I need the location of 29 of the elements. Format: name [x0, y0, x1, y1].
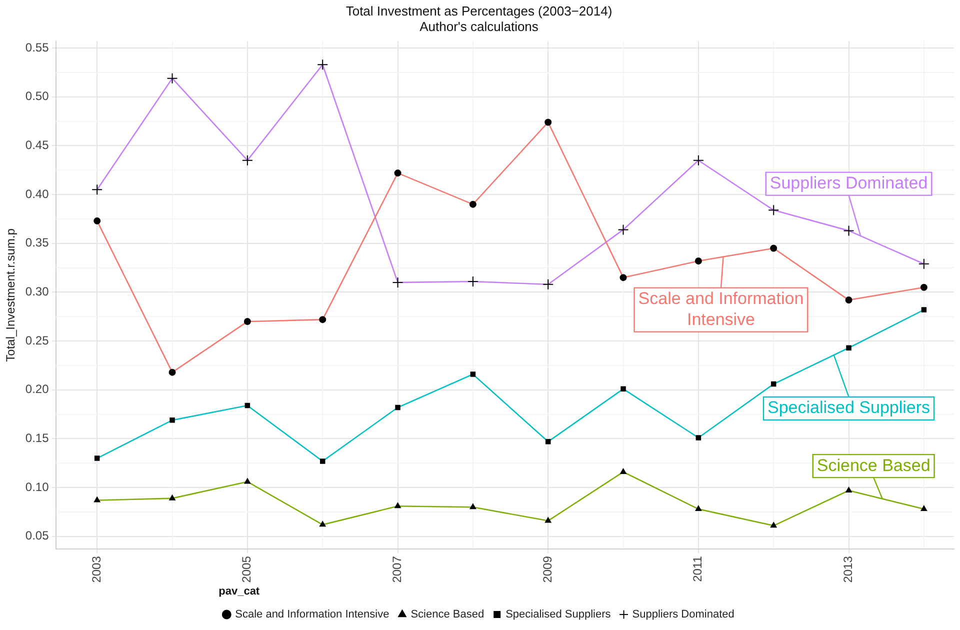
- x-tick-label: 2009: [540, 556, 554, 583]
- legend-title: pav_cat: [218, 585, 260, 598]
- y-tick-label: 0.35: [25, 236, 50, 250]
- legend-label: Suppliers Dominated: [632, 608, 734, 621]
- x-tick-label: 2007: [390, 556, 404, 583]
- text: Science Based: [816, 456, 930, 475]
- y-tick-label: 0.40: [25, 186, 50, 201]
- legend-label: Scale and Information Intensive: [235, 608, 390, 621]
- y-tick-label: 0.55: [25, 40, 50, 54]
- legend-label: Science Based: [410, 608, 484, 621]
- y-tick-label: 0.25: [25, 333, 50, 348]
- y-tick-label: 0.10: [25, 480, 50, 494]
- y-tick-label: 0.50: [25, 89, 50, 104]
- y-tick-label: 0.05: [25, 528, 50, 543]
- x-tick-label: 2013: [841, 556, 856, 583]
- y-tick-label: 0.30: [25, 284, 50, 299]
- x-tick-label: 2011: [690, 556, 705, 582]
- y-tick-label: 0.20: [25, 382, 50, 396]
- chart-title: Total Investment as Percentages (2003−2014): [346, 3, 612, 18]
- x-tick-label: 2003: [89, 556, 104, 583]
- text: Scale and Information Intensive: [638, 288, 804, 329]
- y-tick-label: 0.45: [25, 138, 50, 152]
- chart-subtitle: Author's calculations: [420, 18, 539, 34]
- text: Suppliers Dominated: [770, 173, 928, 192]
- y-tick-label: 0.15: [25, 431, 50, 446]
- x-tick-label: 2005: [240, 556, 254, 583]
- text: Specialised Suppliers: [767, 398, 930, 418]
- legend-label: Specialised Suppliers: [506, 608, 612, 621]
- y-axis-title: Total_Investment.r.sum.p: [4, 228, 18, 362]
